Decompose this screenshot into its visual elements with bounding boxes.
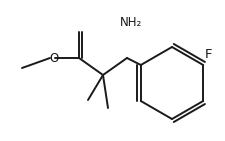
Text: O: O xyxy=(49,51,58,64)
Text: NH₂: NH₂ xyxy=(119,16,142,28)
Text: F: F xyxy=(204,48,212,61)
